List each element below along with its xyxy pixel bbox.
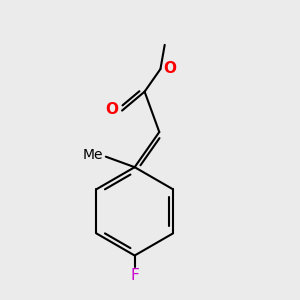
Text: F: F: [130, 268, 139, 284]
Text: Me: Me: [83, 148, 104, 163]
Text: O: O: [105, 103, 118, 118]
Text: O: O: [163, 61, 176, 76]
